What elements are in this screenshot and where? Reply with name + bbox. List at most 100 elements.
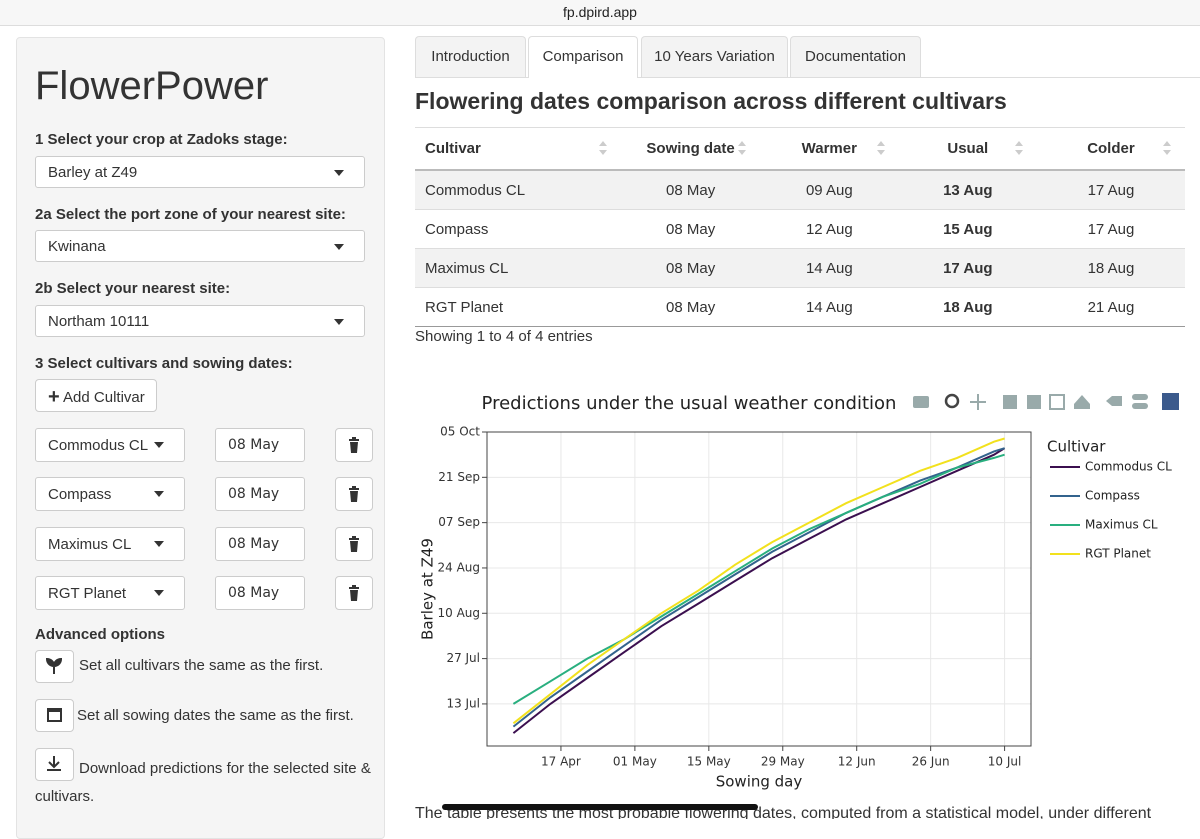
hover-closest-icon[interactable] <box>1106 396 1122 406</box>
port-label: 2a Select the port zone of your nearest … <box>35 206 346 223</box>
column-header-text: Colder <box>1087 140 1135 157</box>
legend-title: Cultivar <box>1047 438 1106 456</box>
delete-button[interactable] <box>335 526 373 561</box>
address-bar[interactable]: fp.dpird.app <box>0 0 1200 26</box>
table-cell: 08 May <box>621 248 760 288</box>
table-row: Compass 08 May 12 Aug 15 Aug 17 Aug <box>415 209 1185 249</box>
port-select[interactable]: Kwinana <box>35 230 365 262</box>
x-tick-label: 12 Jun <box>838 755 876 769</box>
table-cell: Commodus CL <box>415 170 622 210</box>
cultivar-select[interactable]: RGT Planet <box>35 575 185 610</box>
calendar-icon <box>47 708 62 722</box>
section-heading: Flowering dates comparison across differ… <box>415 88 1007 114</box>
column-header[interactable]: Colder <box>1036 127 1185 171</box>
same-date-button[interactable] <box>35 699 74 732</box>
column-header[interactable]: Cultivar <box>415 127 622 171</box>
legend-label: Maximus CL <box>1085 518 1158 532</box>
trash-icon <box>349 535 359 552</box>
pan-icon[interactable] <box>970 394 986 410</box>
tab[interactable]: 10 Years Variation <box>641 36 788 77</box>
comparison-table: Cultivar Sowing date Warmer Usual Colder Comm… <box>415 127 1185 327</box>
add-cultivar-button[interactable]: + Add Cultivar <box>35 379 157 412</box>
hover-compare-icon[interactable] <box>1132 394 1148 400</box>
tab[interactable]: Documentation <box>790 36 921 77</box>
column-header-text: Usual <box>947 140 989 157</box>
sprout-icon <box>45 657 63 674</box>
table-row: Maximus CL 08 May 14 Aug 17 Aug 18 Aug <box>415 248 1185 288</box>
column-header[interactable]: Sowing date <box>621 127 760 171</box>
zoom-out-icon[interactable] <box>1027 395 1041 409</box>
table-cell: 14 Aug <box>759 248 899 288</box>
table-cell: Maximus CL <box>415 248 622 288</box>
table-cell: 18 Aug <box>1036 248 1185 288</box>
table-cell: 08 May <box>621 287 760 327</box>
option-text: Download predictions for the selected si… <box>35 760 371 805</box>
download-button[interactable] <box>35 748 74 781</box>
camera-icon[interactable] <box>913 396 929 408</box>
sort-icon <box>737 140 746 156</box>
zoom-icon[interactable] <box>944 393 960 409</box>
column-header-text: Cultivar <box>425 140 481 157</box>
site-select[interactable]: Northam 10111 <box>35 305 365 337</box>
site-label: 2b Select your nearest site: <box>35 280 231 297</box>
y-tick-label: 21 Sep <box>438 470 480 484</box>
column-header[interactable]: Warmer <box>759 127 899 171</box>
table-cell: 15 Aug <box>898 209 1037 249</box>
sort-icon <box>1014 140 1023 156</box>
sort-icon <box>876 140 885 156</box>
option-text: Set all cultivars the same as the first. <box>79 657 324 674</box>
column-header-text: Warmer <box>801 140 857 157</box>
delete-button[interactable] <box>335 477 373 512</box>
table-info: Showing 1 to 4 of 4 entries <box>415 328 593 345</box>
crop-select[interactable]: Barley at Z49 <box>35 156 365 188</box>
y-tick-label: 10 Aug <box>437 606 480 620</box>
cultivar-select[interactable]: Commodus CL <box>35 428 185 462</box>
tab[interactable]: Comparison <box>528 36 638 78</box>
column-header-text: Sowing date <box>646 140 735 157</box>
x-tick-label: 15 May <box>687 755 731 769</box>
chart-title: Predictions under the usual weather cond… <box>482 393 897 414</box>
sort-icon <box>1163 140 1171 156</box>
date-input[interactable]: 08 May <box>215 575 305 610</box>
legend-label: RGT Planet <box>1085 547 1151 561</box>
y-tick-label: 27 Jul <box>446 651 480 665</box>
date-input[interactable]: 08 May <box>215 526 305 561</box>
table-cell: 13 Aug <box>898 170 1037 210</box>
tab[interactable]: Introduction <box>415 36 526 77</box>
plot-toolbar <box>913 393 1179 410</box>
sort-icon <box>599 140 608 156</box>
table-cell: 14 Aug <box>759 287 899 327</box>
reset-icon[interactable] <box>1074 395 1090 409</box>
plot-area <box>486 431 1032 747</box>
y-axis-title: Barley at Z49 <box>419 538 437 640</box>
same-cultivar-button[interactable] <box>35 650 74 683</box>
delete-button[interactable] <box>335 428 373 462</box>
tab-divider <box>415 77 1200 78</box>
x-tick-label: 17 Apr <box>541 755 581 769</box>
date-input[interactable]: 08 May <box>215 477 305 512</box>
plotly-logo[interactable] <box>1162 393 1179 410</box>
cultivar-select[interactable]: Compass <box>35 477 185 512</box>
zoom-in-icon[interactable] <box>1003 395 1017 409</box>
autoscale-icon[interactable] <box>1049 394 1065 410</box>
cultivar-select[interactable]: Maximus CL <box>35 526 185 561</box>
table-cell: Compass <box>415 209 622 249</box>
hover-compare-icon[interactable] <box>1132 403 1148 409</box>
table-cell: RGT Planet <box>415 287 622 327</box>
column-header[interactable]: Usual <box>898 127 1037 171</box>
table-row: RGT Planet 08 May 14 Aug 18 Aug 21 Aug <box>415 287 1185 327</box>
date-input[interactable]: 08 May <box>215 428 305 462</box>
table-cell: 17 Aug <box>1036 170 1185 210</box>
chart: Predictions under the usual weather cond… <box>419 393 1179 791</box>
table-cell: 21 Aug <box>1036 287 1185 327</box>
table-cell: 17 Aug <box>898 248 1037 288</box>
crop-label: 1 Select your crop at Zadoks stage: <box>35 131 288 148</box>
advanced-label: Advanced options <box>35 626 166 643</box>
x-tick-label: 01 May <box>613 755 657 769</box>
x-tick-label: 10 Jul <box>988 755 1022 769</box>
table-cell: 18 Aug <box>898 287 1037 327</box>
series-line <box>512 453 1005 705</box>
delete-button[interactable] <box>335 575 373 610</box>
table-cell: 12 Aug <box>759 209 899 249</box>
trash-icon <box>349 584 359 601</box>
